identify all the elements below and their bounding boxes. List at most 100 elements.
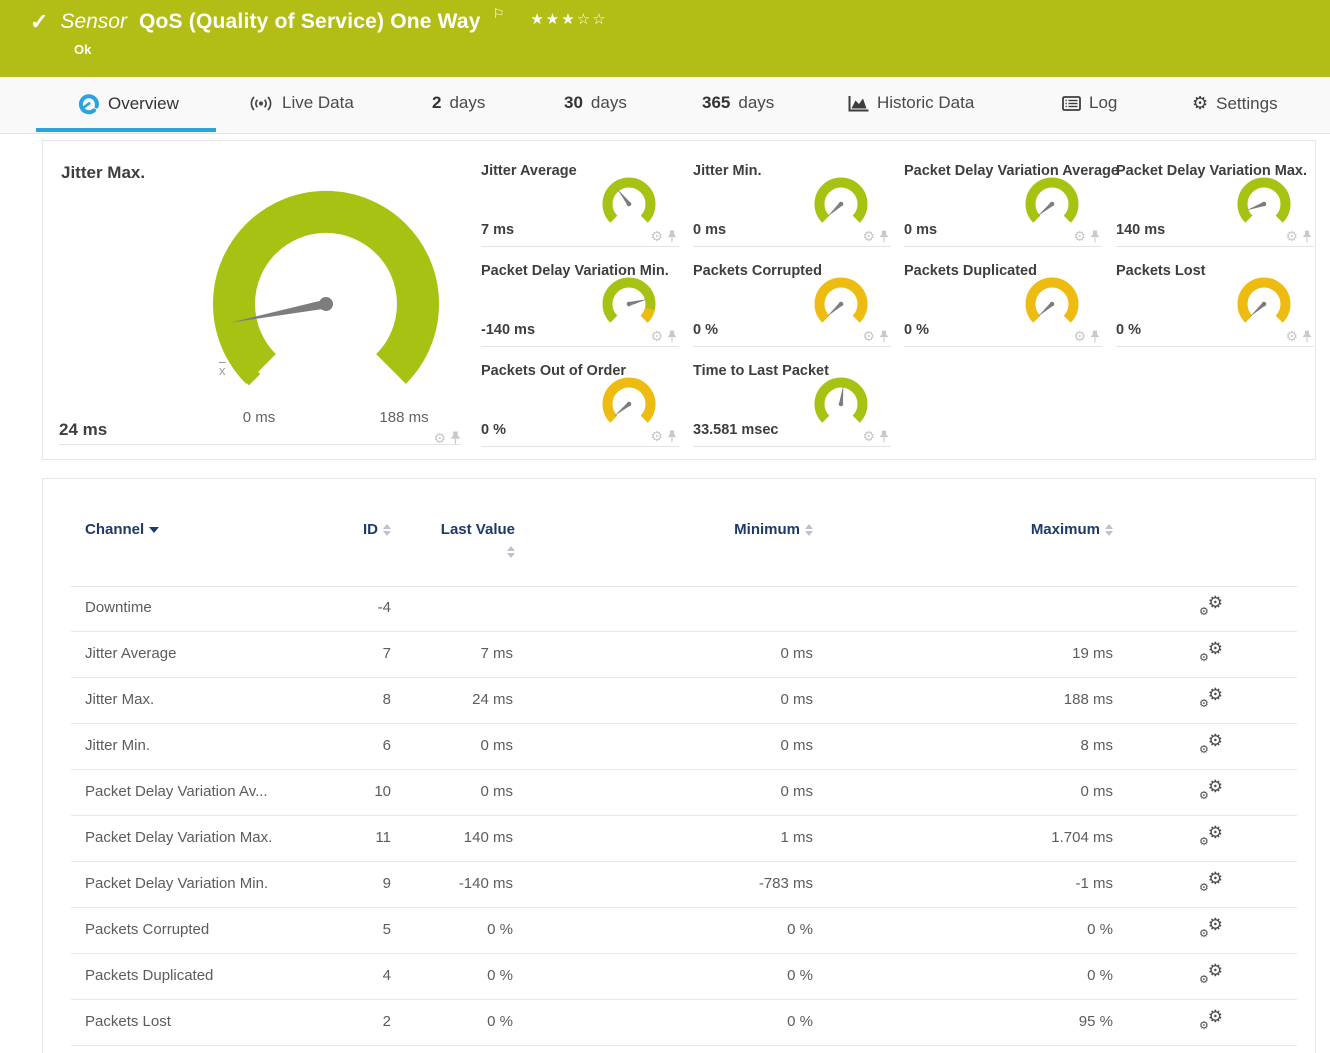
tab-label: Live Data bbox=[282, 93, 354, 112]
divider bbox=[59, 444, 461, 445]
channel-maximum: 8 ms bbox=[1080, 737, 1113, 754]
channel-settings-gears-icon[interactable]: ⚙ ⚙ bbox=[1199, 1007, 1223, 1032]
sort-icons bbox=[805, 524, 813, 536]
gear-icon[interactable]: ⚙ bbox=[433, 430, 446, 446]
channel-settings-gears-icon[interactable]: ⚙ ⚙ bbox=[1199, 639, 1223, 664]
gauge-value: 140 ms bbox=[1116, 222, 1166, 238]
channel-maximum: 188 ms bbox=[1063, 691, 1113, 708]
channel-rows: Downtime -4 ⚙ ⚙ Jitter Average 7 7 ms 0 m… bbox=[71, 586, 1297, 1046]
active-tab-underline bbox=[36, 128, 216, 132]
pin-icon[interactable] bbox=[450, 431, 461, 445]
gauge-title: Packets Out of Order bbox=[481, 363, 627, 379]
gear-icon[interactable]: ⚙ bbox=[862, 428, 875, 444]
tab-historic-data[interactable]: Historic Data bbox=[848, 93, 974, 113]
gauge-cell-packets-out-of-order: Packets Out of Order 0 % ⚙ bbox=[481, 359, 679, 447]
gear-icon[interactable]: ⚙ bbox=[1073, 228, 1086, 244]
column-header-last-value[interactable]: Last Value bbox=[423, 521, 515, 558]
gear-icon[interactable]: ⚙ bbox=[1285, 228, 1298, 244]
gear-icon[interactable]: ⚙ bbox=[1073, 328, 1086, 344]
pin-icon[interactable] bbox=[879, 330, 889, 343]
channel-settings-gears-icon[interactable]: ⚙ ⚙ bbox=[1199, 961, 1223, 986]
flag-icon[interactable]: ⚐ bbox=[492, 6, 505, 21]
tab-label-number: 2 bbox=[432, 93, 442, 112]
tab-label: Log bbox=[1089, 93, 1118, 112]
column-header-channel[interactable]: Channel bbox=[85, 521, 160, 538]
channel-id: 9 bbox=[382, 875, 391, 892]
tab-2-days[interactable]: 2 days bbox=[432, 93, 485, 113]
page-title: QoS (Quality of Service) One Way bbox=[138, 10, 481, 33]
channel-settings-gears-icon[interactable]: ⚙ ⚙ bbox=[1199, 777, 1223, 802]
log-icon bbox=[1062, 95, 1081, 111]
channel-name: Packets Lost bbox=[85, 1013, 171, 1030]
channel-name: Packets Duplicated bbox=[85, 967, 214, 984]
channel-id: 8 bbox=[382, 691, 391, 708]
gauge-cell-packets-duplicated: Packets Duplicated 0 % ⚙ bbox=[904, 259, 1102, 347]
channel-last-value: 140 ms bbox=[463, 829, 513, 846]
pin-icon[interactable] bbox=[879, 230, 889, 243]
gauge-title: Packet Delay Variation Max. bbox=[1116, 163, 1308, 179]
channel-settings-gears-icon[interactable]: ⚙ ⚙ bbox=[1199, 869, 1223, 894]
channels-table-panel: Channel ID Last Value Minimum Maximum bbox=[42, 478, 1316, 1053]
sort-desc-icon bbox=[149, 527, 160, 533]
gear-icon[interactable]: ⚙ bbox=[650, 228, 663, 244]
channel-last-value: -140 ms bbox=[458, 875, 513, 892]
gauge-value: 0 ms bbox=[693, 222, 727, 238]
pin-icon[interactable] bbox=[667, 330, 677, 343]
pin-icon[interactable] bbox=[667, 230, 677, 243]
column-header-maximum[interactable]: Maximum bbox=[963, 521, 1113, 538]
channel-minimum: 0 % bbox=[787, 921, 813, 938]
channel-id: 7 bbox=[382, 645, 391, 662]
channel-name: Packet Delay Variation Min. bbox=[85, 875, 269, 892]
channel-name: Packet Delay Variation Max. bbox=[85, 829, 273, 846]
gauge-title: Jitter Average bbox=[481, 163, 577, 179]
pin-icon[interactable] bbox=[1090, 230, 1100, 243]
table-row: Downtime -4 ⚙ ⚙ bbox=[71, 586, 1297, 632]
gauge-cell-packets-lost: Packets Lost 0 % ⚙ bbox=[1116, 259, 1314, 347]
pin-icon[interactable] bbox=[879, 430, 889, 443]
pin-icon[interactable] bbox=[1302, 330, 1312, 343]
star-rating[interactable]: ★★★☆☆ bbox=[530, 11, 608, 28]
tab-overview[interactable]: Overview bbox=[78, 93, 179, 115]
tab-label-number: 30 bbox=[564, 93, 583, 112]
channel-maximum: 95 % bbox=[1078, 1013, 1113, 1030]
gear-icon[interactable]: ⚙ bbox=[650, 328, 663, 344]
gear-icon[interactable]: ⚙ bbox=[862, 328, 875, 344]
channel-minimum: -783 ms bbox=[758, 875, 813, 892]
channel-settings-gears-icon[interactable]: ⚙ ⚙ bbox=[1199, 685, 1223, 710]
pin-icon[interactable] bbox=[1302, 230, 1312, 243]
status-badge: Ok bbox=[74, 42, 92, 57]
channel-settings-gears-icon[interactable]: ⚙ ⚙ bbox=[1199, 731, 1223, 756]
channel-settings-gears-icon[interactable]: ⚙ ⚙ bbox=[1199, 915, 1223, 940]
tab-settings[interactable]: ⚙ Settings bbox=[1192, 93, 1278, 114]
channel-last-value: 24 ms bbox=[472, 691, 513, 708]
gauge-dial bbox=[213, 190, 439, 386]
channel-name: Packets Corrupted bbox=[85, 921, 210, 938]
tab-365-days[interactable]: 365 days bbox=[702, 93, 774, 113]
pin-icon[interactable] bbox=[667, 430, 677, 443]
channel-id: 6 bbox=[382, 737, 391, 754]
gauge-needle bbox=[230, 297, 333, 323]
column-header-minimum[interactable]: Minimum bbox=[663, 521, 813, 538]
table-row: Packet Delay Variation Max. 11 140 ms 1 … bbox=[71, 816, 1297, 862]
gear-icon[interactable]: ⚙ bbox=[650, 428, 663, 444]
channel-id: 2 bbox=[382, 1013, 391, 1030]
channel-minimum: 0 % bbox=[787, 967, 813, 984]
primary-channel-gauge: Jitter Max. x 0 ms 188 ms 24 ms ⚙ bbox=[43, 141, 479, 459]
channel-settings-gears-icon[interactable]: ⚙ ⚙ bbox=[1199, 593, 1223, 618]
pin-icon[interactable] bbox=[1090, 330, 1100, 343]
channel-maximum: 0 % bbox=[1087, 967, 1113, 984]
gear-icon[interactable]: ⚙ bbox=[1285, 328, 1298, 344]
column-header-id[interactable]: ID bbox=[291, 521, 391, 538]
channel-id: 4 bbox=[382, 967, 391, 984]
tab-log[interactable]: Log bbox=[1062, 93, 1117, 113]
tab-30-days[interactable]: 30 days bbox=[564, 93, 627, 113]
gear-icon[interactable]: ⚙ bbox=[862, 228, 875, 244]
table-row: Jitter Max. 8 24 ms 0 ms 188 ms ⚙ ⚙ bbox=[71, 678, 1297, 724]
tab-live-data[interactable]: Live Data bbox=[248, 93, 354, 113]
channel-settings-gears-icon[interactable]: ⚙ ⚙ bbox=[1199, 823, 1223, 848]
tab-label: Settings bbox=[1216, 93, 1278, 113]
channel-last-value: 0 % bbox=[487, 921, 513, 938]
table-row: Jitter Average 7 7 ms 0 ms 19 ms ⚙ ⚙ bbox=[71, 632, 1297, 678]
ok-check-icon: ✓ bbox=[30, 9, 49, 34]
